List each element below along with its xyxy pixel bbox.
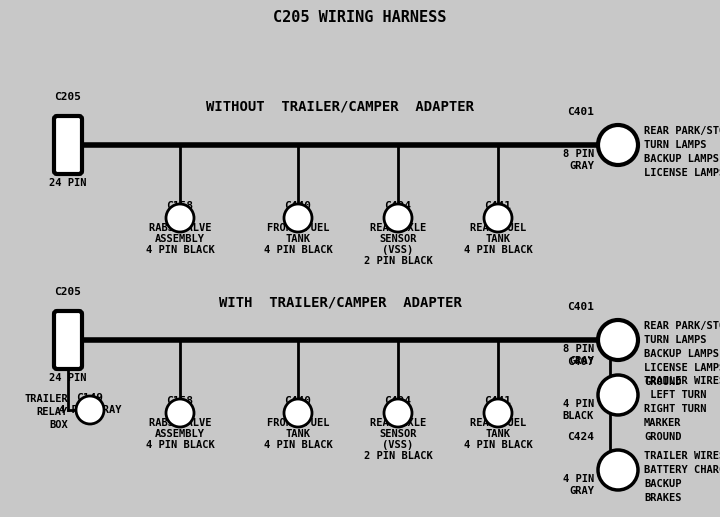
Text: BOX: BOX [49, 420, 68, 430]
Text: TRAILER: TRAILER [24, 394, 68, 404]
Text: C404: C404 [384, 201, 412, 211]
Text: C205 WIRING HARNESS: C205 WIRING HARNESS [274, 10, 446, 25]
Text: (VSS): (VSS) [382, 440, 413, 450]
Text: WITH  TRAILER/CAMPER  ADAPTER: WITH TRAILER/CAMPER ADAPTER [219, 295, 462, 309]
Text: TANK: TANK [286, 234, 310, 244]
Text: C404: C404 [384, 396, 412, 406]
Circle shape [598, 125, 638, 165]
Text: TURN LAMPS: TURN LAMPS [644, 140, 706, 150]
Text: TRAILER WIRES: TRAILER WIRES [644, 376, 720, 386]
Text: RABS VALVE: RABS VALVE [149, 223, 211, 233]
Text: C205: C205 [55, 287, 81, 297]
Text: C440: C440 [284, 201, 312, 211]
Text: RIGHT TURN: RIGHT TURN [644, 404, 706, 414]
Text: ASSEMBLY: ASSEMBLY [155, 234, 205, 244]
Text: BACKUP LAMPS: BACKUP LAMPS [644, 154, 719, 164]
Text: C158: C158 [166, 201, 194, 211]
Text: GROUND: GROUND [644, 432, 682, 442]
Text: C441: C441 [485, 396, 511, 406]
Text: REAR PARK/STOP: REAR PARK/STOP [644, 321, 720, 331]
Circle shape [598, 450, 638, 490]
Text: 4 PIN: 4 PIN [563, 399, 594, 409]
Text: 4 PIN: 4 PIN [563, 474, 594, 484]
Text: WITHOUT  TRAILER/CAMPER  ADAPTER: WITHOUT TRAILER/CAMPER ADAPTER [206, 100, 474, 114]
Text: REAR AXLE: REAR AXLE [370, 223, 426, 233]
Text: TANK: TANK [485, 234, 510, 244]
Text: 4 PIN BLACK: 4 PIN BLACK [145, 440, 215, 450]
Text: (VSS): (VSS) [382, 245, 413, 255]
Text: 2 PIN BLACK: 2 PIN BLACK [364, 451, 433, 461]
Text: C158: C158 [166, 396, 194, 406]
Circle shape [384, 399, 412, 427]
Text: C441: C441 [485, 201, 511, 211]
Text: REAR FUEL: REAR FUEL [470, 223, 526, 233]
Circle shape [284, 204, 312, 232]
Text: C424: C424 [567, 432, 594, 442]
Text: REAR PARK/STOP: REAR PARK/STOP [644, 126, 720, 136]
Text: GROUND: GROUND [644, 377, 682, 387]
Text: C401: C401 [567, 107, 594, 117]
Text: REAR FUEL: REAR FUEL [470, 418, 526, 428]
Text: C401: C401 [567, 302, 594, 312]
Text: 4 PIN BLACK: 4 PIN BLACK [464, 245, 532, 255]
Text: BACKUP LAMPS: BACKUP LAMPS [644, 349, 719, 359]
Text: GRAY: GRAY [569, 356, 594, 366]
Text: REAR AXLE: REAR AXLE [370, 418, 426, 428]
Text: 4 PIN BLACK: 4 PIN BLACK [464, 440, 532, 450]
Text: 8 PIN: 8 PIN [563, 149, 594, 159]
Text: C149: C149 [76, 393, 104, 403]
Text: RELAY: RELAY [37, 407, 68, 417]
Text: 24 PIN: 24 PIN [49, 178, 86, 188]
Text: C440: C440 [284, 396, 312, 406]
Text: TRAILER WIRES: TRAILER WIRES [644, 451, 720, 461]
Text: ASSEMBLY: ASSEMBLY [155, 429, 205, 439]
Circle shape [484, 399, 512, 427]
Text: C407: C407 [567, 357, 594, 367]
Circle shape [384, 204, 412, 232]
Circle shape [598, 375, 638, 415]
Text: BLACK: BLACK [563, 411, 594, 421]
Text: 4 PIN BLACK: 4 PIN BLACK [264, 440, 333, 450]
Text: 4 PIN BLACK: 4 PIN BLACK [145, 245, 215, 255]
Text: TURN LAMPS: TURN LAMPS [644, 335, 706, 345]
Circle shape [76, 396, 104, 424]
Text: SENSOR: SENSOR [379, 234, 417, 244]
Circle shape [166, 399, 194, 427]
Text: GRAY: GRAY [569, 161, 594, 171]
Text: LICENSE LAMPS: LICENSE LAMPS [644, 168, 720, 178]
Text: SENSOR: SENSOR [379, 429, 417, 439]
Text: LICENSE LAMPS: LICENSE LAMPS [644, 363, 720, 373]
Text: MARKER: MARKER [644, 418, 682, 428]
Text: LEFT TURN: LEFT TURN [644, 390, 706, 400]
Text: C205: C205 [55, 92, 81, 102]
Circle shape [484, 204, 512, 232]
FancyBboxPatch shape [54, 311, 82, 369]
Text: BACKUP: BACKUP [644, 479, 682, 489]
Text: TANK: TANK [485, 429, 510, 439]
Circle shape [598, 320, 638, 360]
Text: 2 PIN BLACK: 2 PIN BLACK [364, 256, 433, 266]
Text: BRAKES: BRAKES [644, 493, 682, 503]
Text: BATTERY CHARGE: BATTERY CHARGE [644, 465, 720, 475]
Text: 4 PIN BLACK: 4 PIN BLACK [264, 245, 333, 255]
Circle shape [284, 399, 312, 427]
Text: RABS VALVE: RABS VALVE [149, 418, 211, 428]
Text: GRAY: GRAY [569, 486, 594, 496]
Text: TANK: TANK [286, 429, 310, 439]
Text: 8 PIN: 8 PIN [563, 344, 594, 354]
Text: 24 PIN: 24 PIN [49, 373, 86, 383]
Text: FRONT FUEL: FRONT FUEL [266, 418, 329, 428]
Text: 4 PIN GRAY: 4 PIN GRAY [59, 405, 121, 415]
Text: FRONT FUEL: FRONT FUEL [266, 223, 329, 233]
Circle shape [166, 204, 194, 232]
FancyBboxPatch shape [54, 116, 82, 174]
